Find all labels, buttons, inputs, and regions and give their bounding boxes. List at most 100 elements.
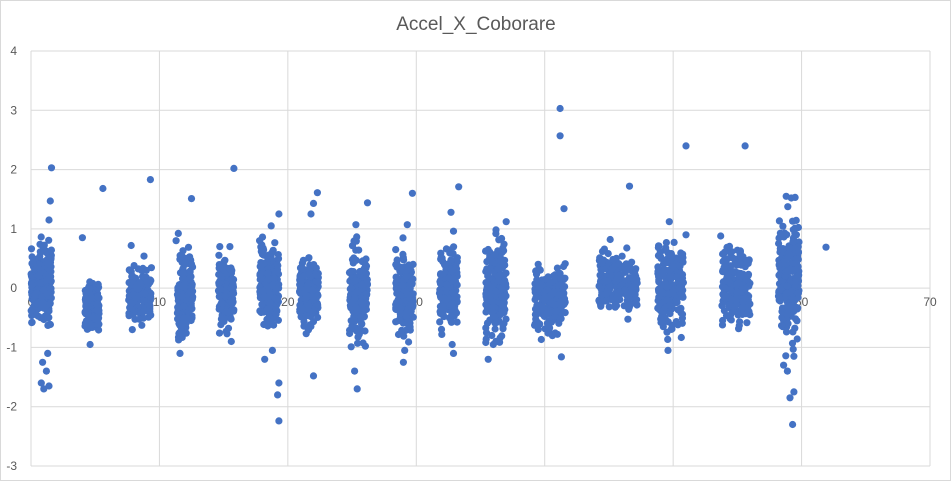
data-point: [611, 303, 619, 311]
data-point: [628, 289, 636, 297]
data-point: [360, 305, 368, 313]
data-point: [28, 281, 36, 289]
x-tick-label: 10: [153, 295, 167, 309]
data-point: [539, 311, 548, 319]
data-point: [793, 259, 801, 267]
data-point: [393, 256, 401, 264]
data-point: [78, 234, 86, 242]
data-point: [486, 283, 495, 291]
data-point: [147, 276, 155, 285]
data-point: [533, 307, 541, 315]
data-point: [497, 257, 505, 265]
data-point: [313, 189, 321, 197]
data-point: [44, 321, 52, 329]
data-point: [45, 236, 53, 244]
data-point: [147, 293, 155, 301]
data-point: [789, 238, 797, 246]
data-point: [309, 372, 318, 380]
data-point: [404, 318, 412, 326]
data-point: [605, 288, 613, 296]
data-point: [300, 318, 308, 326]
data-point: [775, 217, 784, 225]
data-point: [266, 299, 274, 307]
data-point: [790, 352, 798, 360]
data-point: [537, 283, 545, 291]
data-point: [187, 195, 196, 203]
data-point: [789, 420, 797, 429]
data-point: [403, 309, 411, 317]
data-point: [409, 275, 417, 283]
data-point: [452, 265, 460, 273]
data-point: [44, 314, 52, 322]
data-point: [28, 305, 36, 313]
data-point: [351, 277, 359, 285]
data-point: [297, 279, 305, 287]
data-point: [357, 313, 365, 321]
data-point: [628, 258, 636, 266]
data-point: [625, 182, 634, 190]
data-point: [790, 388, 798, 396]
x-tick-label: 20: [281, 295, 295, 309]
data-point: [486, 254, 494, 262]
data-point: [553, 264, 562, 272]
data-point: [217, 315, 225, 323]
data-point: [791, 315, 800, 323]
data-point: [536, 320, 544, 328]
data-point: [37, 249, 45, 257]
data-point: [436, 308, 444, 316]
data-point: [669, 262, 677, 270]
data-point: [81, 322, 89, 330]
data-point: [186, 253, 194, 261]
data-point: [264, 269, 272, 278]
data-point: [188, 282, 196, 290]
data-point: [45, 216, 53, 224]
data-point: [484, 245, 492, 254]
data-point: [658, 316, 666, 325]
data-point: [40, 241, 48, 249]
data-point: [624, 315, 632, 323]
data-point: [439, 302, 447, 310]
data-point: [275, 417, 283, 425]
data-point: [449, 349, 458, 357]
data-point: [87, 293, 95, 302]
data-point: [136, 279, 144, 287]
data-point: [489, 340, 497, 349]
data-point: [273, 295, 281, 303]
data-point: [484, 355, 492, 363]
data-point: [723, 255, 732, 263]
data-point: [186, 288, 194, 296]
data-point: [792, 231, 801, 239]
data-point: [222, 307, 230, 315]
data-point: [786, 305, 794, 313]
data-point: [665, 218, 673, 226]
data-point: [791, 305, 799, 314]
data-point: [784, 203, 792, 211]
data-point: [215, 279, 223, 287]
data-point: [28, 253, 36, 261]
data-point: [302, 312, 310, 320]
data-point: [482, 324, 490, 332]
data-point: [557, 297, 565, 305]
data-point: [174, 303, 182, 311]
data-point: [95, 326, 103, 334]
data-point: [176, 328, 184, 337]
data-point: [304, 325, 312, 333]
data-point: [215, 329, 224, 337]
data-point: [259, 287, 267, 295]
y-tick-label: -1: [6, 340, 17, 354]
data-point: [314, 278, 322, 286]
data-point: [272, 310, 280, 318]
data-point: [561, 260, 569, 268]
data-point: [598, 291, 606, 299]
data-point: [614, 289, 622, 297]
data-point: [441, 262, 449, 270]
data-point: [310, 296, 318, 304]
data-point: [655, 242, 663, 250]
data-point: [392, 246, 400, 254]
data-point: [498, 293, 506, 301]
data-point: [780, 361, 788, 369]
data-point: [682, 142, 690, 150]
data-point: [29, 259, 37, 267]
data-point: [555, 291, 563, 299]
data-point: [227, 315, 235, 323]
